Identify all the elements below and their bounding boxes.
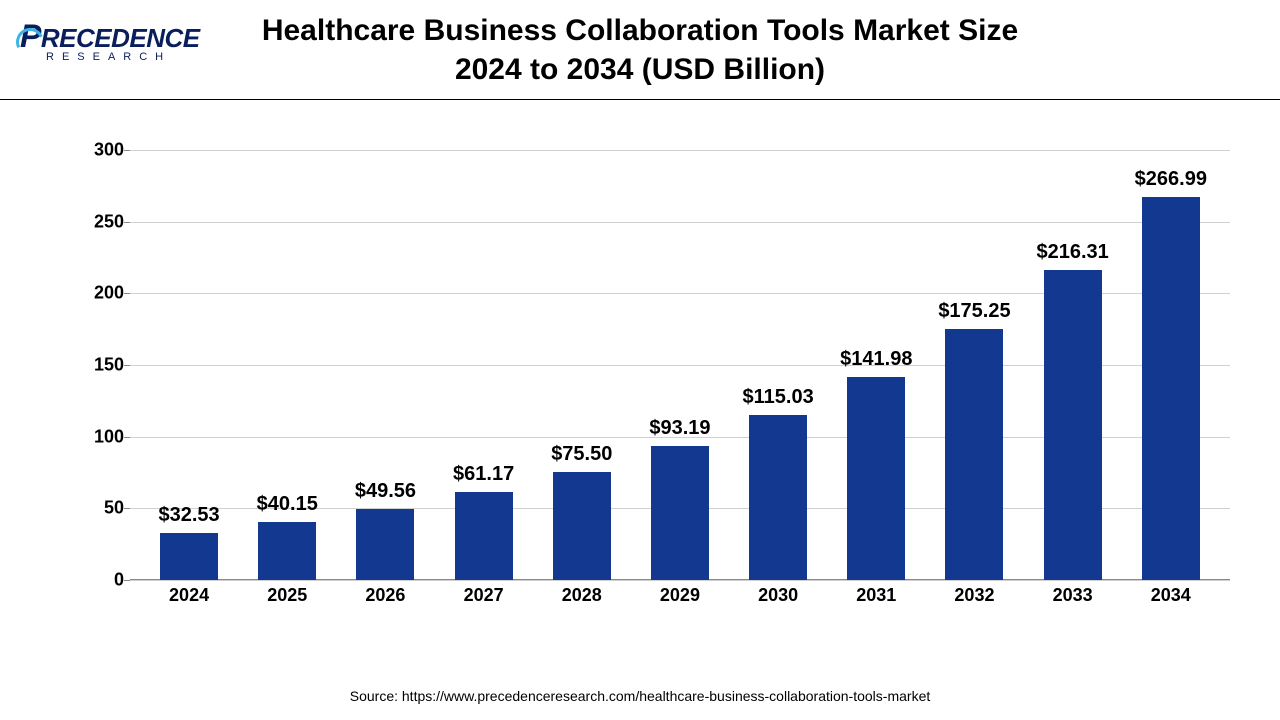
x-tick-label: 2024 (160, 585, 218, 606)
header: PRECEDENCE RESEARCH Healthcare Business … (0, 0, 1280, 100)
bar-wrap: $61.17 (455, 492, 513, 580)
x-tick-label: 2032 (945, 585, 1003, 606)
bar-wrap: $115.03 (749, 415, 807, 580)
bar-wrap: $93.19 (651, 446, 709, 580)
bar (749, 415, 807, 580)
bar-value-label: $216.31 (1036, 241, 1108, 264)
bar (160, 533, 218, 580)
x-tick-label: 2026 (356, 585, 414, 606)
gridline (130, 580, 1230, 581)
bar-value-label: $93.19 (649, 417, 710, 440)
plot-region: 050100150200250300 $32.53$40.15$49.56$61… (130, 150, 1230, 580)
bar-value-label: $75.50 (551, 443, 612, 466)
x-tick-label: 2027 (455, 585, 513, 606)
logo-subtext: RESEARCH (46, 51, 190, 63)
x-tick-label: 2029 (651, 585, 709, 606)
bar (651, 446, 709, 580)
y-tick-label: 0 (82, 570, 124, 591)
y-tick-label: 50 (82, 498, 124, 519)
bar (1142, 197, 1200, 580)
x-axis-labels: 2024 2025 2026 2027 2028 2029 2030 2031 2032 2033… (130, 585, 1230, 606)
x-tick-label: 2031 (847, 585, 905, 606)
bar-value-label: $49.56 (355, 480, 416, 503)
x-tick-label: 2025 (258, 585, 316, 606)
bar-value-label: $61.17 (453, 463, 514, 486)
bar (553, 472, 611, 580)
x-tick-label: 2028 (553, 585, 611, 606)
bar-wrap: $266.99 (1142, 197, 1200, 580)
bar-wrap: $40.15 (258, 522, 316, 580)
bar (847, 377, 905, 581)
bar-wrap: $216.31 (1044, 270, 1102, 580)
bar-value-label: $141.98 (840, 348, 912, 371)
logo-text: PRECEDENCE (20, 18, 190, 55)
source-citation: Source: https://www.precedenceresearch.c… (0, 688, 1280, 704)
x-tick-label: 2033 (1044, 585, 1102, 606)
bar-value-label: $115.03 (743, 386, 814, 409)
y-tick-label: 200 (82, 283, 124, 304)
x-tick-label: 2034 (1142, 585, 1200, 606)
bar (258, 522, 316, 580)
bar-wrap: $141.98 (847, 377, 905, 581)
bar (1044, 270, 1102, 580)
y-tick-label: 100 (82, 426, 124, 447)
x-tick-label: 2030 (749, 585, 807, 606)
title-line1: Healthcare Business Collaboration Tools … (262, 14, 1018, 47)
bar-value-label: $266.99 (1135, 168, 1207, 191)
bar (356, 509, 414, 580)
y-tick-label: 250 (82, 211, 124, 232)
brand-logo: PRECEDENCE RESEARCH (20, 18, 190, 63)
bar-wrap: $175.25 (945, 329, 1003, 580)
bar (455, 492, 513, 580)
logo-main: RECEDENCE (41, 23, 200, 53)
y-tickmark (124, 580, 130, 581)
bar-wrap: $75.50 (553, 472, 611, 580)
bar-value-label: $175.25 (938, 300, 1010, 323)
bar (945, 329, 1003, 580)
bar-value-label: $32.53 (159, 504, 220, 527)
y-tick-label: 300 (82, 140, 124, 161)
y-tick-label: 150 (82, 355, 124, 376)
bars-container: $32.53 $40.15 $49.56 $61.17 $75.50 $93.19 $115… (130, 150, 1230, 580)
title-line2: 2024 to 2034 (USD Billion) (455, 53, 825, 86)
bar-wrap: $32.53 (160, 533, 218, 580)
bar-wrap: $49.56 (356, 509, 414, 580)
bar-value-label: $40.15 (257, 493, 318, 516)
chart-area: 0 50 100 150 200 250 300 $32.53 $40.15 $49.56 $61… (80, 130, 1240, 630)
